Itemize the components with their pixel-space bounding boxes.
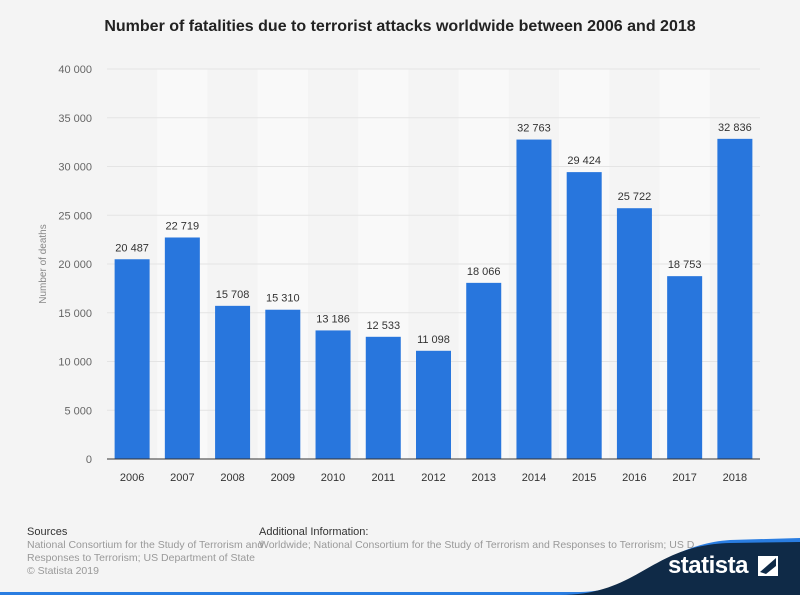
- data-label: 25 722: [618, 191, 652, 203]
- bar-2017: [667, 276, 703, 459]
- data-label: 22 719: [166, 220, 200, 232]
- chart-title: Number of fatalities due to terrorist at…: [104, 18, 696, 35]
- y-axis-label: Number of deaths: [38, 224, 49, 304]
- data-label: 12 533: [366, 320, 400, 332]
- copyright: © Statista 2019: [27, 565, 99, 577]
- x-tick-label: 2012: [421, 472, 445, 484]
- x-tick-label: 2013: [471, 472, 495, 484]
- bar-2008: [215, 305, 251, 459]
- x-tick-label: 2018: [723, 472, 747, 484]
- y-tick-label: 0: [86, 454, 92, 466]
- x-tick-label: 2016: [622, 472, 646, 484]
- statista-logo-icon: [758, 556, 778, 576]
- data-label: 20 487: [115, 242, 149, 254]
- bar-2007: [164, 237, 200, 459]
- y-tick-label: 10 000: [58, 357, 92, 369]
- bar-2013: [466, 282, 502, 459]
- bar-2016: [616, 208, 652, 459]
- x-tick-label: 2015: [572, 472, 596, 484]
- x-tick-label: 2009: [271, 472, 295, 484]
- data-label: 18 753: [668, 259, 702, 271]
- additional-info-heading: Additional Information:: [259, 526, 369, 538]
- x-tick-label: 2007: [170, 472, 194, 484]
- bar-2010: [315, 330, 351, 459]
- x-tick-label: 2008: [220, 472, 244, 484]
- data-label: 11 098: [417, 334, 450, 346]
- bar-2015: [566, 172, 602, 459]
- data-label: 15 310: [266, 293, 300, 305]
- bar-2009: [265, 309, 301, 459]
- sources-line: National Consortium for the Study of Ter…: [27, 539, 264, 551]
- y-tick-label: 5 000: [64, 405, 92, 417]
- data-label: 13 186: [316, 313, 350, 325]
- sources-heading: Sources: [27, 526, 68, 538]
- sources-line: Responses to Terrorism; US Department of…: [27, 552, 255, 564]
- y-tick-label: 35 000: [58, 113, 92, 125]
- data-label: 15 708: [216, 289, 250, 301]
- additional-info-block: Additional Information: Worldwide; Natio…: [259, 526, 694, 552]
- y-tick-label: 15 000: [58, 308, 92, 320]
- data-label: 32 836: [718, 122, 752, 134]
- x-tick-label: 2017: [672, 472, 696, 484]
- sources-block: Sources National Consortium for the Stud…: [27, 526, 263, 578]
- y-tick-label: 40 000: [58, 64, 92, 76]
- additional-info-text: Worldwide; National Consortium for the S…: [259, 539, 695, 551]
- x-tick-label: 2006: [120, 472, 144, 484]
- x-tick-label: 2010: [321, 472, 345, 484]
- y-tick-label: 20 000: [58, 259, 92, 271]
- bar-2012: [416, 350, 451, 459]
- bar-2006: [114, 259, 150, 459]
- bar-2018: [717, 138, 753, 459]
- data-label: 18 066: [467, 266, 501, 278]
- bar-chart: 0 5 000 10 000 15 000 20 000 25 000 30 000 35 0…: [38, 64, 760, 484]
- y-tick-label: 25 000: [58, 210, 92, 222]
- statista-logo-text: statista: [667, 552, 749, 579]
- x-tick-label: 2011: [371, 472, 395, 484]
- bar-2011: [365, 336, 401, 459]
- statista-logo-band: [0, 538, 800, 595]
- bar-2014: [516, 139, 552, 460]
- y-tick-label: 30 000: [58, 162, 92, 174]
- data-label: 29 424: [567, 155, 601, 167]
- x-tick-label: 2014: [522, 472, 546, 484]
- data-label: 32 763: [517, 123, 551, 135]
